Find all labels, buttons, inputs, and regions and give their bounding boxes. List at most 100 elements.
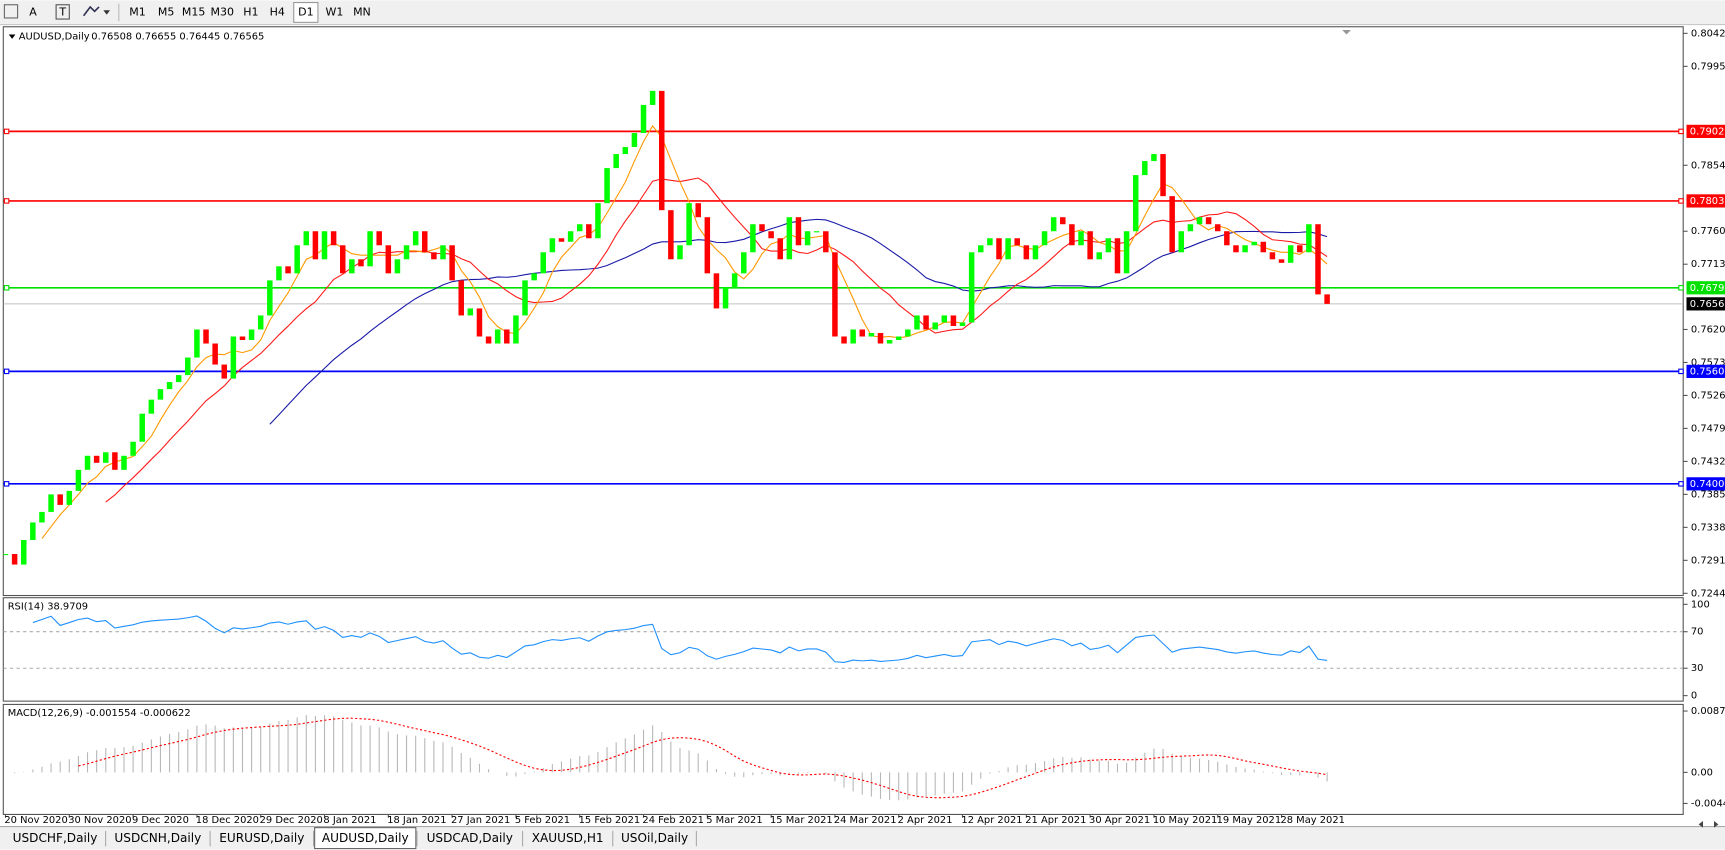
candle xyxy=(604,168,610,204)
candle xyxy=(850,329,856,344)
candle xyxy=(649,90,656,105)
label-tool[interactable]: T xyxy=(58,5,66,18)
candle xyxy=(1260,241,1267,253)
cursor-icon[interactable] xyxy=(3,4,19,19)
candle xyxy=(759,224,765,232)
timeframe-button[interactable]: M5 xyxy=(158,5,175,18)
candle xyxy=(978,245,984,253)
candle xyxy=(567,231,574,242)
tab-label[interactable]: EURUSD,Daily xyxy=(219,831,304,845)
candle xyxy=(1196,217,1203,225)
candle xyxy=(1233,245,1239,253)
candle xyxy=(859,329,866,337)
x-tick-label: 30 Apr 2021 xyxy=(1089,815,1150,826)
shapes-tool[interactable] xyxy=(82,5,100,17)
candle xyxy=(1169,196,1175,253)
scroll-left[interactable] xyxy=(1698,821,1703,828)
tab[interactable] xyxy=(211,827,313,849)
candle xyxy=(185,357,191,376)
tabs: USDCHF,Daily USDCNH,Daily EURUSD,Daily AUDU… xyxy=(5,827,697,850)
macd-y-tick-label: -0.00445 xyxy=(1691,798,1725,809)
shift-marker xyxy=(1342,30,1351,35)
timeframe-button[interactable]: M15 xyxy=(182,5,206,18)
dropdown-arrow[interactable] xyxy=(103,10,111,15)
candle xyxy=(458,280,464,316)
tab-label[interactable]: USDCNH,Daily xyxy=(114,831,201,845)
candle xyxy=(431,252,437,260)
current-price-box xyxy=(1686,297,1725,311)
x-tick-label: 30 Nov 2020 xyxy=(68,815,131,826)
candle xyxy=(768,231,774,239)
candle xyxy=(1151,154,1157,162)
candle xyxy=(1306,224,1312,253)
toolbar xyxy=(0,0,1725,25)
x-tick-label: 18 Dec 2020 xyxy=(196,815,259,826)
candle xyxy=(57,494,63,505)
candle xyxy=(285,266,291,274)
toolbar-buttons: A T M1 M5 M15 M30 H1 H4 D1 W1 MN xyxy=(3,2,371,23)
candle xyxy=(1178,231,1185,253)
current-price-label: 0.76565 xyxy=(1690,299,1725,310)
x-tick-label: 8 Jan 2021 xyxy=(323,815,376,826)
tab[interactable] xyxy=(523,827,612,849)
candle xyxy=(1005,238,1011,260)
candle xyxy=(422,231,428,253)
level-handle xyxy=(1678,481,1684,487)
candle xyxy=(1297,245,1303,253)
timeframe-button[interactable]: H1 xyxy=(243,5,258,18)
tab[interactable] xyxy=(5,827,105,849)
moving-average xyxy=(41,125,1328,539)
candle xyxy=(130,441,136,456)
candle xyxy=(1269,252,1276,260)
candle xyxy=(367,231,373,267)
tab-active[interactable] xyxy=(314,827,417,850)
candle xyxy=(941,315,948,323)
x-tick-label: 24 Feb 2021 xyxy=(642,815,704,826)
candle xyxy=(376,231,382,246)
text-tool[interactable]: A xyxy=(29,5,37,18)
level-price-label: 0.79023 xyxy=(1690,126,1725,137)
timeframe-button[interactable]: M1 xyxy=(129,5,146,18)
candle xyxy=(777,238,783,260)
timeframe-button[interactable]: M30 xyxy=(210,5,234,18)
candle xyxy=(1187,224,1194,232)
scroll-right[interactable] xyxy=(1713,821,1719,828)
candle xyxy=(1041,231,1048,246)
tab-label[interactable]: USDCHF,Daily xyxy=(13,831,98,845)
candle xyxy=(677,245,683,260)
candle xyxy=(950,315,957,326)
candle xyxy=(640,104,647,133)
tab-label[interactable]: USOil,Daily xyxy=(621,831,688,845)
macd-y-tick-label: 0.008782 xyxy=(1691,706,1725,717)
timeframe-button[interactable]: D1 xyxy=(298,5,313,18)
level-price-label: 0.76794 xyxy=(1690,283,1725,294)
timeframe-button[interactable]: MN xyxy=(353,5,371,18)
tab-label[interactable]: XAUUSD,H1 xyxy=(532,831,604,845)
candle xyxy=(312,231,319,260)
tab-label[interactable]: USDCAD,Daily xyxy=(427,831,513,845)
tab[interactable] xyxy=(613,827,696,849)
tab[interactable] xyxy=(418,827,522,849)
candle xyxy=(194,329,200,358)
candle xyxy=(112,452,118,470)
tab-label[interactable]: AUDUSD,Daily xyxy=(322,831,409,845)
level-price-box xyxy=(1686,281,1725,295)
level-handle xyxy=(3,285,10,291)
macd-chart xyxy=(14,715,1328,801)
timeframe-button[interactable]: H4 xyxy=(270,5,285,18)
timeframe-button[interactable]: W1 xyxy=(326,5,344,18)
candle xyxy=(1142,161,1148,176)
rsi-line xyxy=(32,615,1328,663)
candle xyxy=(923,315,929,330)
chart-symbol: AUDUSD,Daily xyxy=(19,32,90,43)
candle xyxy=(504,329,510,344)
tab[interactable] xyxy=(106,827,210,849)
macd-label: MACD(12,26,9) -0.001554 -0.000622 xyxy=(8,708,191,719)
